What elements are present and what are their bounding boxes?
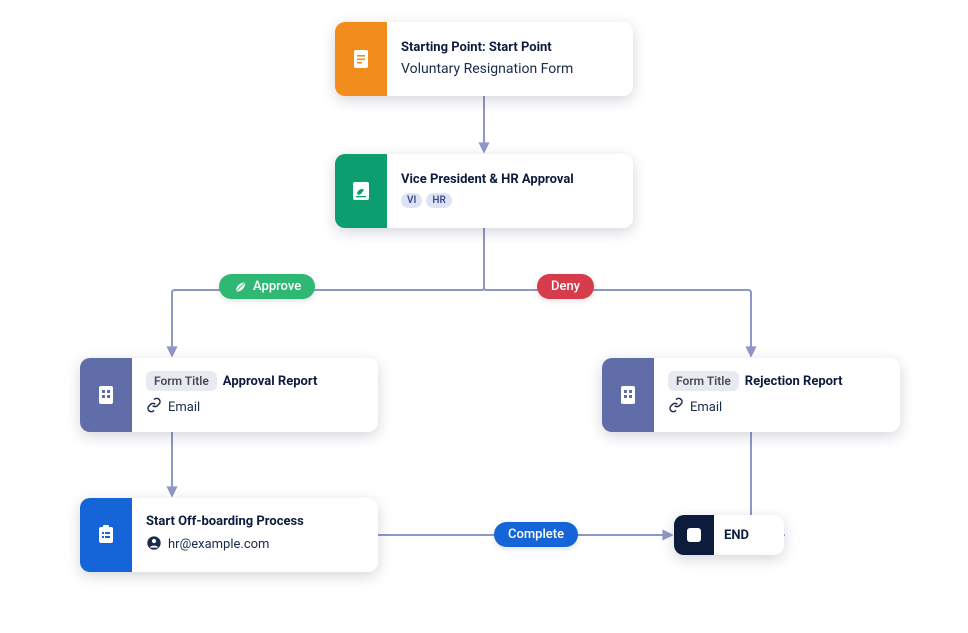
node-title: Vice President & HR Approval	[401, 172, 617, 187]
user-icon	[146, 535, 162, 555]
document-icon	[335, 22, 387, 96]
assignee-chips: VI HR	[401, 193, 617, 208]
report-icon	[80, 358, 132, 432]
pill-deny: Deny	[537, 274, 594, 299]
node-approval-report[interactable]: Form Title Approval Report Email	[80, 358, 378, 432]
node-sub: Email	[168, 400, 200, 415]
node-start[interactable]: Starting Point: Start Point Voluntary Re…	[335, 22, 633, 96]
chip: VI	[401, 193, 422, 208]
node-subtitle: Voluntary Resignation Form	[401, 61, 617, 77]
form-title-badge: Form Title	[146, 371, 217, 391]
node-rejection-report[interactable]: Form Title Rejection Report Email	[602, 358, 900, 432]
link-icon	[146, 397, 162, 417]
leaf-icon	[233, 280, 247, 294]
pill-complete: Complete	[494, 522, 578, 547]
node-approval[interactable]: Vice President & HR Approval VI HR	[335, 154, 633, 228]
pill-label: Deny	[551, 279, 580, 294]
pill-label: Complete	[508, 527, 564, 542]
flow-canvas: Starting Point: Start Point Voluntary Re…	[0, 0, 968, 633]
node-sub: hr@example.com	[168, 537, 269, 552]
stop-icon	[674, 515, 714, 555]
pill-approve: Approve	[219, 274, 315, 299]
node-title: Starting Point: Start Point	[401, 40, 617, 55]
node-title: Rejection Report	[745, 374, 843, 389]
chip: HR	[426, 193, 451, 208]
signature-icon	[335, 154, 387, 228]
link-icon	[668, 397, 684, 417]
node-end[interactable]: END	[674, 515, 784, 555]
report-icon	[602, 358, 654, 432]
node-title: Approval Report	[223, 374, 318, 389]
pill-label: Approve	[253, 279, 301, 294]
form-title-badge: Form Title	[668, 371, 739, 391]
checklist-icon	[80, 498, 132, 572]
end-label: END	[714, 528, 765, 543]
node-title: Start Off-boarding Process	[146, 514, 362, 529]
node-offboarding[interactable]: Start Off-boarding Process hr@example.co…	[80, 498, 378, 572]
node-sub: Email	[690, 400, 722, 415]
